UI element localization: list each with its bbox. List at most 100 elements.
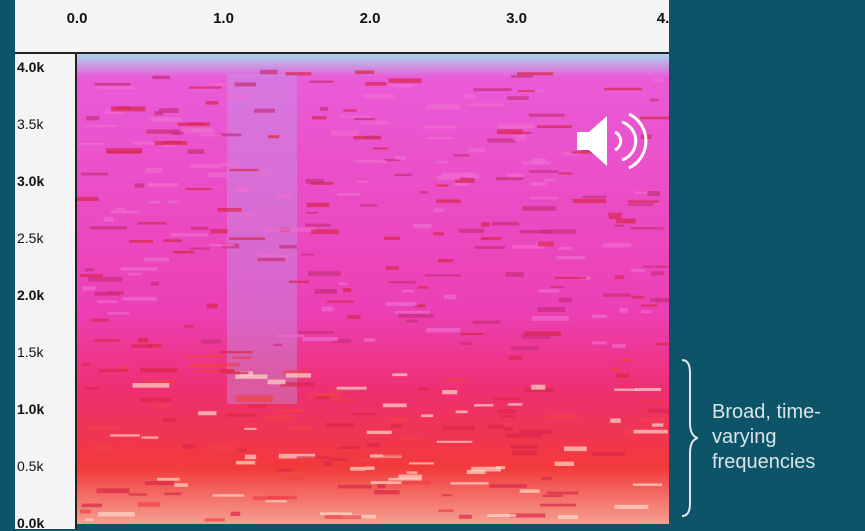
spectrogram-streak [555, 277, 586, 279]
spectrogram-streak [604, 88, 642, 90]
spectrogram-streak [506, 433, 542, 438]
spectrogram-streak [647, 191, 660, 196]
spectrogram-streak [471, 467, 501, 472]
spectrogram-streak [86, 116, 99, 120]
spectrogram-streak [277, 409, 304, 412]
spectrogram-streak [610, 368, 621, 371]
spectrogram-streak [80, 510, 91, 514]
spectrogram-streak [487, 514, 516, 517]
spectrogram-streak [129, 273, 142, 276]
spectrogram-streak [163, 418, 177, 422]
spectrogram-streak [145, 380, 175, 383]
spectrogram-streak [188, 149, 204, 154]
spectrogram-streak [510, 445, 539, 449]
spectrogram-streak [513, 451, 538, 456]
spectrogram-streak [451, 482, 489, 484]
spectrogram-streak [517, 72, 553, 75]
spectrogram-streak [184, 325, 194, 328]
spectrogram-streak [312, 116, 327, 119]
spectrogram-streak [164, 141, 182, 144]
spectrogram-streak [418, 286, 429, 288]
spectrogram-streak [132, 383, 169, 388]
spectrogram-streak [436, 185, 448, 187]
spectrogram-streak [583, 196, 607, 199]
spectrogram-streak [81, 363, 90, 366]
frequency-tick-label: 0.5k [17, 458, 43, 474]
spectrogram-streak [82, 504, 103, 508]
spectrogram-streak [164, 492, 181, 495]
spectrogram-streak [481, 237, 502, 240]
spectrogram-streak [425, 274, 461, 276]
spectrogram-streak [320, 512, 352, 515]
spectrogram-streak [531, 385, 545, 390]
spectrogram-streak [614, 389, 637, 391]
spectrogram-streak [641, 304, 658, 306]
spectrogram-streak [347, 315, 360, 319]
spectrogram-streak [383, 403, 407, 407]
spectrogram-streak [226, 413, 256, 416]
spectrogram-streak [140, 398, 171, 402]
spectrogram-streak [406, 319, 418, 322]
spectrogram-streak [174, 483, 188, 487]
spectrogram-streak [226, 95, 249, 99]
spectrogram-streak [547, 492, 578, 495]
spectrogram-streak [592, 315, 607, 318]
spectrogram-streak [364, 338, 375, 341]
spectrogram-streak [93, 339, 119, 341]
spectrogram-streak [496, 177, 523, 180]
spectrogram-streak [254, 109, 275, 113]
spectrogram-streak [444, 295, 456, 300]
spectrogram-streak [129, 240, 153, 243]
spectrogram-streak [208, 172, 229, 177]
time-tick-label: 1.0 [213, 10, 234, 27]
spectrogram-streak [420, 191, 428, 194]
spectrogram-streak [94, 447, 113, 451]
spectrogram-streak [511, 346, 539, 350]
spectrogram-streak [354, 118, 374, 120]
spectrogram-streak [78, 143, 105, 145]
spectrogram-streak [85, 387, 100, 389]
spectrogram-streak [104, 217, 114, 222]
spectrogram-streak [520, 489, 540, 493]
spectrogram-streak [124, 446, 132, 449]
spectrogram-streak [543, 495, 563, 497]
spectrogram-streak [365, 136, 381, 139]
spectrogram-streak [327, 301, 354, 303]
spectrogram-streak [487, 139, 516, 143]
spectrogram-streak [499, 415, 515, 417]
spectrogram-streak [220, 363, 241, 367]
spectrogram-streak [155, 111, 163, 115]
spectrogram-streak [311, 229, 339, 234]
spectrogram [77, 54, 669, 524]
spectrogram-streak [434, 208, 444, 212]
spectrogram-streak [244, 428, 256, 430]
spectrogram-streak [539, 289, 560, 292]
spectrogram-streak [289, 281, 310, 283]
spectrogram-streak [413, 224, 431, 229]
spectrogram-streak [95, 83, 131, 86]
spectrogram-streak [426, 328, 460, 333]
frequency-tick-label: 3.5k [17, 116, 43, 132]
spectrogram-streak [209, 244, 235, 246]
spectrogram-streak [306, 212, 317, 214]
spectrogram-streak [559, 247, 572, 250]
spectrogram-streak [654, 78, 663, 82]
spectrogram-streak [305, 179, 324, 184]
spectrogram-streak [652, 423, 663, 426]
spectrogram-streak [360, 204, 377, 206]
spectrogram-streak [299, 331, 334, 334]
spectrogram-streak [189, 247, 209, 249]
spectrogram-streak [540, 504, 576, 507]
spectrogram-streak [610, 418, 621, 422]
spectrogram-streak [138, 222, 167, 225]
spectrogram-streak [634, 430, 668, 434]
spectrogram-streak [438, 509, 453, 512]
spectrogram-streak [402, 290, 413, 293]
spectrogram-streak [383, 454, 406, 457]
spectrogram-streak [592, 341, 606, 344]
spectrogram-streak [229, 238, 265, 240]
spectrogram-streak [354, 458, 387, 462]
spectrogram-streak [365, 82, 386, 86]
spectrogram-streak [504, 427, 513, 431]
spectrogram-streak [85, 268, 94, 271]
